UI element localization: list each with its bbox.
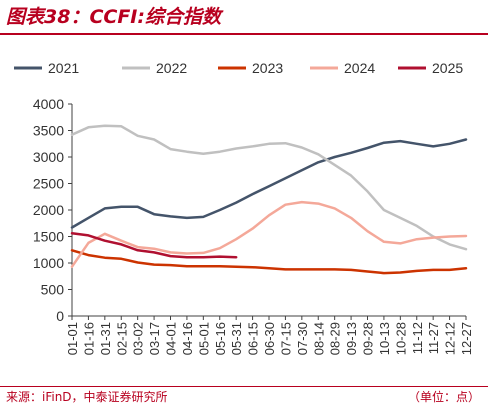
y-tick-label: 2500: [33, 176, 64, 192]
series-line-2021: [70, 138, 468, 229]
x-tick-label: 07-30: [295, 322, 310, 355]
x-tick-label: 07-15: [278, 322, 293, 355]
y-tick-label: 3000: [33, 149, 64, 165]
series-line-2024: [70, 200, 468, 268]
x-tick-label: 04-16: [180, 322, 195, 355]
line-chart: 2021 2022 2023 2024 2025 0 500 1000 1500 2000 250…: [14, 60, 474, 355]
y-tick-label: 3500: [33, 123, 64, 139]
y-tick-label: 1500: [33, 229, 64, 245]
x-tick-label: 08-14: [311, 322, 326, 355]
unit-note: （单位：点）: [407, 390, 480, 404]
chart-title: 图表38：CCFI:综合指数: [6, 6, 221, 28]
legend: 2021 2022 2023 2024 2025: [14, 60, 463, 76]
y-tick-label: 500: [41, 282, 65, 298]
x-tick-label: 03-02: [131, 322, 146, 355]
plot-area: [70, 124, 468, 275]
x-tick-label: 03-17: [147, 322, 162, 355]
x-tick-label: 04-01: [164, 322, 179, 355]
legend-label-2022: 2022: [156, 60, 187, 76]
x-tick-label: 09-13: [344, 322, 359, 355]
y-tick-label: 0: [56, 308, 64, 324]
source-divider: [0, 386, 488, 387]
x-tick-label: 10-13: [377, 322, 392, 355]
x-tick-label: 01-01: [65, 322, 80, 355]
x-tick-label: 08-29: [328, 322, 343, 355]
x-tick-label: 11-27: [426, 322, 441, 354]
x-tick-label: 05-01: [196, 322, 211, 355]
y-tick-label: 2000: [33, 202, 64, 218]
y-axis: 0 500 1000 1500 2000 2500 3000 3500 4000: [33, 96, 73, 324]
x-tick-label: 06-15: [246, 322, 261, 355]
x-tick-label: 10-28: [393, 322, 408, 355]
x-tick-label: 09-28: [361, 322, 376, 355]
x-tick-label: 11-12: [410, 322, 425, 354]
legend-label-2021: 2021: [48, 60, 79, 76]
x-tick-label: 05-16: [213, 322, 228, 355]
x-tick-label: 01-31: [98, 322, 113, 355]
source-note: 来源：iFinD，中泰证券研究所: [6, 390, 168, 404]
x-axis: 01-01 01-16 01-31 02-15 03-02 03-17 04-01 04-16…: [65, 315, 474, 355]
series-line-2025: [70, 232, 238, 259]
x-tick-label: 12-27: [459, 322, 474, 355]
y-tick-label: 1000: [33, 255, 64, 271]
legend-label-2024: 2024: [344, 60, 375, 76]
x-tick-label: 12-12: [443, 322, 458, 355]
x-tick-label: 01-16: [81, 322, 96, 355]
x-tick-label: 02-15: [114, 322, 129, 355]
series-line-2022: [70, 124, 468, 251]
y-tick-label: 4000: [33, 96, 64, 112]
title-divider: [0, 33, 488, 35]
legend-label-2025: 2025: [432, 60, 463, 76]
series-line-2023: [70, 249, 468, 275]
legend-label-2023: 2023: [252, 60, 283, 76]
x-tick-label: 05-31: [229, 322, 244, 355]
x-tick-label: 06-30: [262, 322, 277, 355]
